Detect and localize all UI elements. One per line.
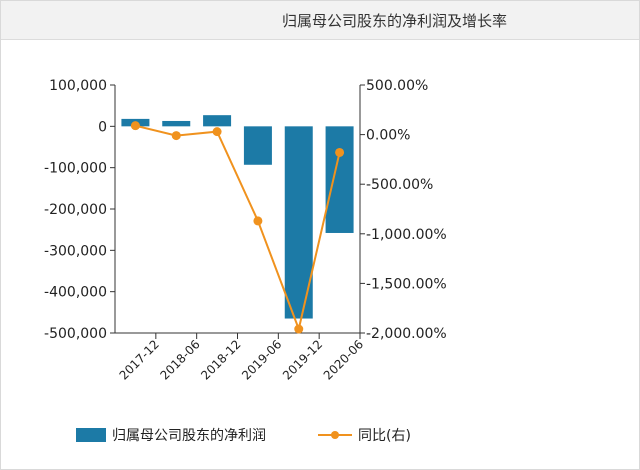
chart-title: 归属母公司股东的净利润及增长率 [281,12,507,30]
growth-point [294,324,304,334]
legend-line-label: 同比(右) [358,428,411,444]
growth-point [212,127,222,137]
right-tick-label: 0.00% [366,128,410,144]
right-tick-label: 500.00% [366,78,428,94]
right-tick-label: -2,000.00% [366,326,447,342]
growth-point [130,121,140,131]
legend-item-bar[interactable]: 归属母公司股东的净利润 [76,422,266,448]
right-tick-label: -1,000.00% [366,227,447,243]
panel-header: 归属母公司股东的净利润及增长率 [1,1,639,40]
growth-point [335,147,345,157]
left-tick-label: -200,000 [44,202,107,218]
left-tick-label: -500,000 [44,326,107,342]
x-tick-label: 2018-12 [198,337,243,382]
x-tick-label: 2019-06 [239,337,284,382]
x-tick-label: 2018-06 [157,337,202,382]
growth-line [135,124,341,333]
right-tick-label: -1,500.00% [366,276,447,292]
left-tick-label: -300,000 [44,243,107,259]
legend-bar-swatch [76,428,106,442]
x-tick-label: 2017-12 [117,337,162,382]
bar [203,115,232,127]
legend: 归属母公司股东的净利润 同比(右) [0,422,640,448]
left-tick-label: -100,000 [44,161,107,177]
bar [325,126,354,233]
legend-line-swatch [318,428,352,442]
left-tick-label: -400,000 [44,285,107,301]
bar [243,126,272,165]
legend-bar-label: 归属母公司股东的净利润 [112,428,266,444]
legend-item-line[interactable]: 同比(右) [318,422,411,448]
right-tick-label: -500.00% [366,177,433,193]
growth-point [253,216,263,226]
left-tick-label: 100,000 [49,78,107,94]
x-tick-label: 2019-12 [280,337,325,382]
growth-point [171,131,181,141]
left-tick-label: 0 [98,119,107,135]
bar [162,120,191,127]
x-tick-label: 2020-06 [321,337,366,382]
